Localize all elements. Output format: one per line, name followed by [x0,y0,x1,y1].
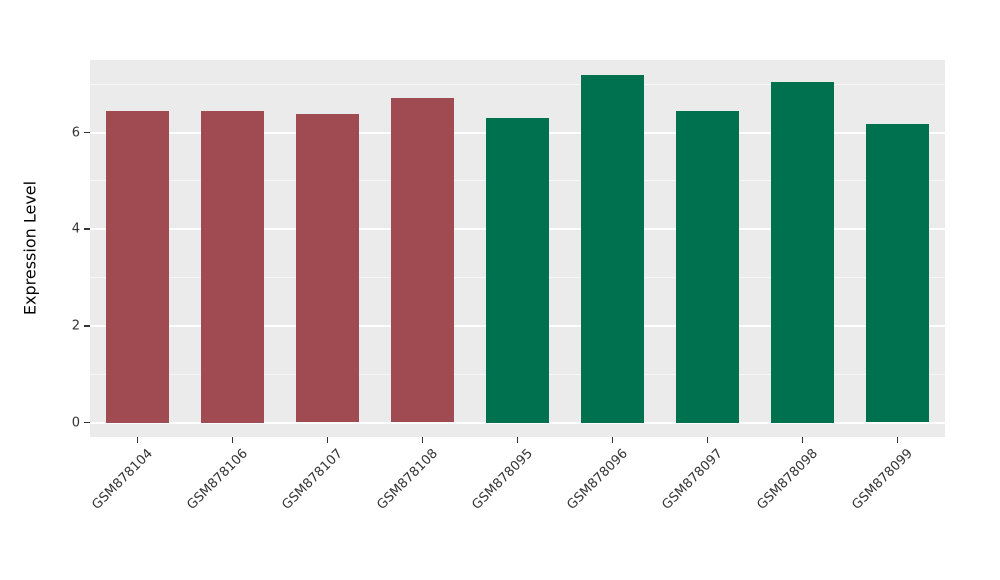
bar [486,118,549,423]
y-tick-mark [84,421,90,424]
y-tick-label: 6 [71,125,80,140]
x-tick-label: GSM878096 [563,446,631,513]
x-tick-label: GSM878107 [278,446,346,513]
x-tick-mark [611,437,614,443]
x-tick-mark [706,437,709,443]
plot-panel [90,60,945,437]
gridline-major [90,421,945,424]
y-tick-mark [84,325,90,327]
bar [296,114,359,423]
x-tick-mark [326,437,329,443]
y-axis-title: Expression Level [20,180,40,316]
x-tick-label: GSM878098 [753,446,821,513]
x-tick-label: GSM878104 [88,446,156,513]
x-tick-label: GSM878095 [468,446,536,513]
y-tick-label: 2 [71,318,80,334]
x-tick-label: GSM878108 [373,446,441,513]
x-tick-label: GSM878106 [183,446,251,513]
y-tick-label: 0 [71,415,80,430]
x-tick-mark [801,437,804,443]
x-tick-label: GSM878097 [658,446,726,513]
x-tick-mark [231,437,234,443]
x-tick-label: GSM878099 [848,446,916,513]
bar [866,123,929,423]
x-tick-mark [896,437,899,443]
bar [771,81,834,423]
gridline-minor [90,83,945,85]
y-tick-label: 4 [71,221,80,237]
bar [581,74,644,423]
bar [391,97,454,423]
x-tick-mark [136,437,139,443]
x-tick-mark [421,437,424,443]
bar [201,110,264,423]
y-tick-mark [84,131,90,134]
bar [676,110,739,423]
x-tick-mark [516,437,519,443]
bar [106,110,169,423]
y-tick-mark [84,228,90,230]
